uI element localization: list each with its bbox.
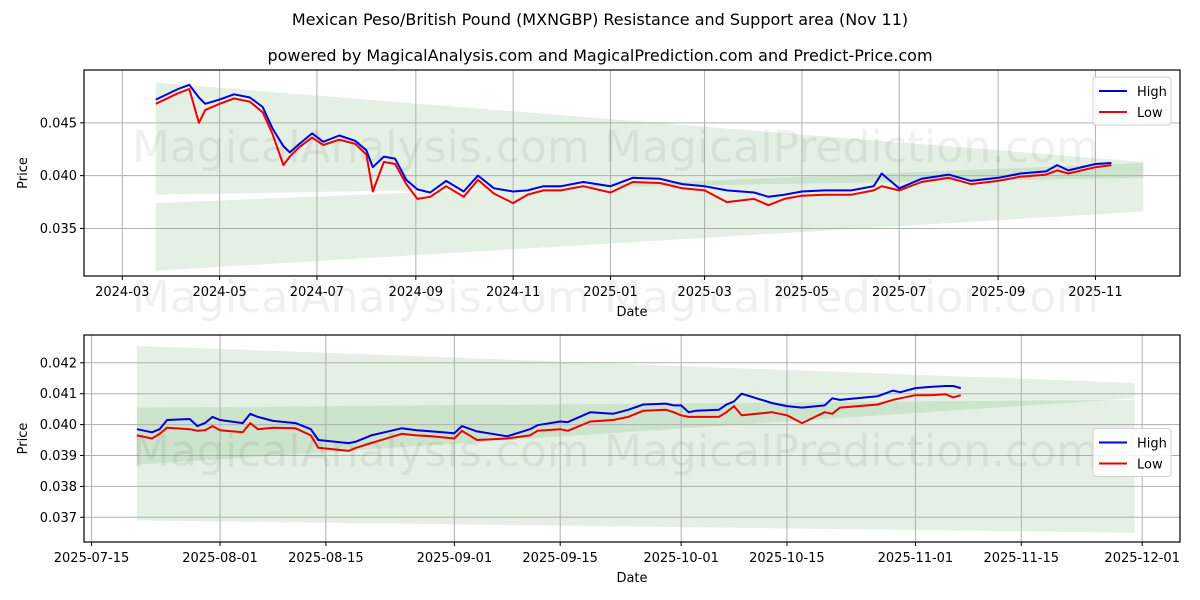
high-series-line: [155, 83, 1112, 198]
y-tick-label: 0.040: [40, 169, 77, 184]
x-tick-label: 2024-09: [389, 285, 443, 300]
high-legend-label: High: [1137, 437, 1167, 452]
x-tick-label: 2025-09-15: [522, 551, 598, 566]
x-tick-label: 2025-07: [872, 285, 926, 300]
legend: High Low: [1092, 76, 1172, 126]
x-tick-label: 2025-09: [971, 285, 1025, 300]
y-tick-label: 0.042: [40, 356, 77, 371]
y-tick-label: 0.038: [40, 480, 77, 495]
x-tick-label: 2025-09-01: [417, 551, 493, 566]
watermark: MagicalAnalysis.com: [132, 426, 590, 477]
x-tick-label: 2025-10-15: [749, 551, 825, 566]
x-tick-label: 2025-01: [583, 285, 637, 300]
y-tick-label: 0.037: [40, 511, 77, 526]
x-tick-label: 2025-08-01: [182, 551, 258, 566]
chart-panel-1: MagicalAnalysis.com MagicalPrediction.com…: [16, 69, 1181, 320]
high-series-line: [136, 385, 962, 445]
axes-frame: [83, 334, 1181, 543]
chart-title: Mexican Peso/British Pound (MXNGBP) Resi…: [291, 10, 909, 29]
x-tick-label: 2025-03: [677, 285, 731, 300]
y-tick-label: 0.040: [40, 418, 77, 433]
x-tick-label: 2024-05: [192, 285, 246, 300]
x-axis-label: Date: [616, 305, 647, 320]
high-legend-label: High: [1137, 85, 1167, 100]
x-tick-label: 2025-07-15: [54, 551, 130, 566]
x-axis-label: Date: [616, 571, 647, 586]
x-tick-label: 2025-11-01: [878, 551, 954, 566]
chart-subtitle: powered by MagicalAnalysis.com and Magic…: [267, 46, 933, 65]
resistance-band: [136, 345, 1135, 465]
y-tick-label: 0.035: [40, 222, 77, 237]
watermark: MagicalPrediction.com: [604, 122, 1099, 173]
x-tick-label: 2025-08-15: [288, 551, 364, 566]
x-tick-label: 2025-12-01: [1104, 551, 1180, 566]
y-axis-label: Price: [16, 423, 31, 455]
support-band: [136, 399, 1135, 533]
x-tick-label: 2025-05: [775, 285, 829, 300]
watermark: MagicalAnalysis.com: [132, 272, 590, 323]
y-tick-label: 0.045: [40, 116, 77, 131]
low-legend-label: Low: [1137, 458, 1163, 473]
axes-frame: [83, 69, 1181, 277]
x-tick-label: 2025-10-01: [643, 551, 719, 566]
x-tick-label: 2024-11: [486, 285, 540, 300]
x-tick-label: 2025-11-15: [983, 551, 1059, 566]
low-series-line: [155, 88, 1112, 207]
low-legend-label: Low: [1137, 106, 1163, 121]
resistance-band: [155, 82, 1144, 195]
y-tick-label: 0.041: [40, 387, 77, 402]
legend: High Low: [1092, 428, 1172, 477]
y-tick-label: 0.039: [40, 449, 77, 464]
x-tick-label: 2024-03: [95, 285, 149, 300]
low-series-line: [136, 393, 962, 452]
watermark: MagicalPrediction.com: [604, 272, 1099, 323]
chart-panel-2: MagicalAnalysis.com MagicalPrediction.com…: [16, 334, 1181, 586]
watermark: MagicalPrediction.com: [604, 426, 1099, 477]
y-axis-label: Price: [16, 157, 31, 189]
watermark: MagicalAnalysis.com: [132, 122, 590, 173]
x-tick-label: 2025-11: [1068, 285, 1122, 300]
x-tick-label: 2024-07: [290, 285, 344, 300]
